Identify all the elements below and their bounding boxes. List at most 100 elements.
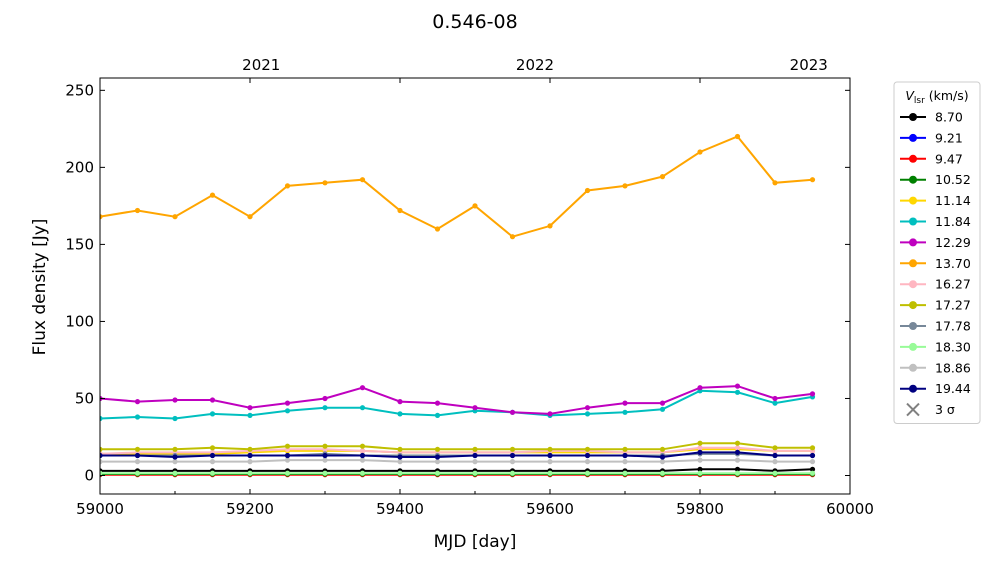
data-point-9-8 <box>397 446 403 452</box>
data-point-11-6 <box>322 470 328 476</box>
axes-frame <box>99 77 851 495</box>
data-point-0-16 <box>697 466 703 472</box>
data-point-11-18 <box>772 470 778 476</box>
x-tick-label: 59000 <box>76 500 124 518</box>
data-point-9-19 <box>809 445 816 451</box>
data-point-5-8 <box>397 411 403 417</box>
legend-marker-10 <box>909 322 917 330</box>
data-point-7-17 <box>734 133 741 140</box>
data-point-7-8 <box>397 207 403 214</box>
data-point-9-17 <box>734 440 741 446</box>
data-point-11-1 <box>134 470 141 476</box>
data-point-9-13 <box>584 446 591 452</box>
data-point-6-5 <box>284 400 291 406</box>
legend-marker-7 <box>909 259 917 268</box>
legend-label: 8.70 <box>935 110 963 125</box>
data-point-8-17 <box>734 445 741 451</box>
legend-marker-9 <box>909 301 917 310</box>
data-point-11-4 <box>247 470 253 476</box>
data-point-6-9 <box>434 400 441 406</box>
legend-label: 10.52 <box>935 172 971 187</box>
legend-marker-4 <box>909 196 917 205</box>
data-point-6-15 <box>659 400 666 406</box>
data-point-13-16 <box>697 449 703 455</box>
data-point-6-18 <box>772 395 778 402</box>
data-point-7-0 <box>100 214 103 220</box>
data-point-9-6 <box>322 443 328 449</box>
data-point-11-3 <box>209 470 216 476</box>
data-point-6-2 <box>172 397 178 403</box>
legend-marker-12 <box>909 363 917 372</box>
series-line-0 <box>100 468 813 472</box>
data-point-7-19 <box>809 177 816 183</box>
data-point-12-1 <box>134 459 141 465</box>
data-point-5-15 <box>659 406 666 412</box>
data-point-9-18 <box>772 445 778 451</box>
data-point-13-4 <box>247 452 253 459</box>
legend-label: 11.84 <box>935 214 971 229</box>
data-point-7-11 <box>509 234 516 240</box>
data-point-13-2 <box>172 454 178 460</box>
data-point-5-3 <box>209 411 216 417</box>
data-point-11-5 <box>284 470 291 476</box>
legend-label: 18.86 <box>935 360 971 375</box>
data-point-9-10 <box>472 446 478 452</box>
y-tick-label: 100 <box>65 312 94 330</box>
data-point-12-7 <box>359 457 366 463</box>
data-point-13-1 <box>134 452 141 459</box>
data-point-11-16 <box>697 470 703 476</box>
data-point-13-13 <box>584 452 591 459</box>
legend-label: 9.21 <box>935 130 963 145</box>
data-point-11-19 <box>809 470 816 476</box>
series-group <box>100 133 816 478</box>
data-point-6-13 <box>584 405 591 411</box>
data-point-7-2 <box>172 214 178 220</box>
data-point-6-17 <box>734 383 741 389</box>
data-point-7-6 <box>322 180 328 186</box>
data-point-8-16 <box>697 445 703 451</box>
data-point-11-12 <box>547 470 553 476</box>
data-point-12-2 <box>172 459 178 465</box>
legend-label: 17.78 <box>935 319 971 334</box>
legend-marker-3 <box>909 175 917 184</box>
data-point-6-14 <box>622 400 628 406</box>
data-point-5-9 <box>434 412 441 418</box>
data-point-6-6 <box>322 395 328 402</box>
data-point-7-15 <box>659 174 666 180</box>
data-point-13-11 <box>509 452 516 459</box>
data-point-5-17 <box>734 389 741 395</box>
legend-title: Vlsr (km/s) <box>905 88 968 106</box>
data-point-12-6 <box>322 457 328 463</box>
series-line-12 <box>100 459 813 463</box>
data-point-6-7 <box>359 385 366 391</box>
data-point-13-8 <box>397 454 403 460</box>
top-axis-label: 2021 <box>242 56 280 74</box>
legend-label-sigma: 3 σ <box>935 402 955 417</box>
data-point-13-3 <box>209 452 216 459</box>
legend-marker-1 <box>909 133 917 142</box>
legend-marker-11 <box>909 342 917 351</box>
legend: Vlsr (km/s) 8.70 9.21 9.47 10.52 11.14 11.84 12… <box>893 81 981 424</box>
x-axis-label: MJD [day] <box>434 532 517 552</box>
data-point-7-5 <box>284 183 291 189</box>
data-point-11-11 <box>509 470 516 476</box>
legend-marker-13 <box>909 384 917 393</box>
legend-label: 19.44 <box>935 381 971 396</box>
data-point-9-14 <box>622 446 628 452</box>
data-point-11-9 <box>434 470 441 476</box>
data-point-5-13 <box>584 411 591 417</box>
data-point-13-0 <box>100 452 103 459</box>
data-point-9-5 <box>284 443 291 449</box>
data-point-11-15 <box>659 470 666 476</box>
data-point-12-9 <box>434 459 441 465</box>
data-point-13-7 <box>359 452 366 459</box>
data-point-9-1 <box>134 446 141 452</box>
data-point-11-10 <box>472 470 478 476</box>
legend-marker-6 <box>909 238 917 247</box>
data-point-5-0 <box>100 415 103 422</box>
chart-title: 0.546-08 <box>432 11 517 33</box>
data-point-12-4 <box>247 459 253 465</box>
data-point-6-8 <box>397 399 403 405</box>
data-point-6-4 <box>247 405 253 411</box>
